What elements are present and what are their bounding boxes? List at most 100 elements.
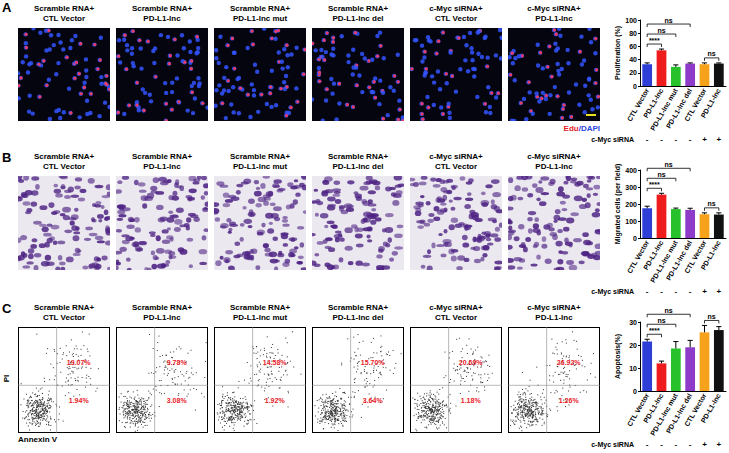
svg-text:+: + (702, 287, 707, 296)
svg-text:+: + (702, 135, 707, 144)
svg-text:CTL Vector: CTL Vector (625, 239, 651, 275)
svg-text:80: 80 (629, 30, 637, 37)
svg-text:c-Myc siRNA: c-Myc siRNA (591, 441, 634, 449)
svg-text:0: 0 (633, 235, 637, 242)
svg-text:19.07%: 19.07% (67, 359, 92, 366)
svg-text:-: - (689, 135, 692, 144)
svg-text:1.18%: 1.18% (461, 397, 482, 404)
svg-text:300: 300 (625, 184, 637, 191)
html-text:PD-L1-lnc: PD-L1-lnc (535, 14, 573, 23)
svg-text:c-Myc siRNA: c-Myc siRNA (591, 136, 634, 144)
svg-text:Migrated cells (per field): Migrated cells (per field) (614, 164, 622, 245)
html-text:Scramble RNA+: Scramble RNA+ (33, 4, 95, 13)
svg-text:+: + (702, 440, 707, 449)
svg-text:CTL Vector: CTL Vector (683, 239, 708, 275)
html-text:B: B (2, 150, 12, 165)
svg-text:ns: ns (657, 171, 665, 178)
html-text:c-Myc siRNA+: c-Myc siRNA+ (429, 4, 483, 13)
svg-text:PD-L1-lnc del: PD-L1-lnc del (664, 239, 694, 282)
html-text:Scramble RNA+: Scramble RNA+ (131, 4, 193, 13)
svg-text:PD-L1-lnc: PD-L1-lnc (699, 239, 721, 271)
svg-text:60: 60 (629, 43, 637, 50)
svg-text:****: **** (649, 37, 660, 44)
svg-text:-: - (660, 287, 663, 296)
svg-text:PD-L1-lnc mut: PD-L1-lnc mut (649, 392, 679, 437)
svg-text:26.92%: 26.92% (557, 359, 582, 366)
svg-text:PD-L1-lnc del: PD-L1-lnc del (664, 392, 694, 435)
html-text:c-Myc siRNA+: c-Myc siRNA+ (527, 4, 581, 13)
svg-text:ns: ns (665, 17, 673, 24)
svg-text:PD-L1-lnc mut: PD-L1-lnc mut (649, 239, 679, 284)
svg-text:****: **** (649, 181, 660, 188)
svg-text:CTL Vector: CTL Vector (625, 87, 651, 123)
html-text:Scramble RNA+: Scramble RNA+ (33, 152, 95, 161)
html-text:PD-L1-lnc mut: PD-L1-lnc mut (232, 14, 288, 23)
svg-text:PD-L1-lnc del: PD-L1-lnc del (664, 87, 694, 130)
svg-text:20: 20 (629, 69, 637, 76)
svg-text:Proliferation (%): Proliferation (%) (614, 26, 622, 80)
svg-text:10: 10 (629, 365, 637, 372)
svg-text:-: - (646, 440, 649, 449)
svg-text:30: 30 (629, 319, 637, 326)
svg-text:ns: ns (708, 200, 716, 207)
svg-text:ns: ns (657, 317, 665, 324)
svg-text:c-Myc siRNA: c-Myc siRNA (591, 288, 634, 296)
svg-text:3.64%: 3.64% (363, 397, 384, 404)
svg-text:PD-L1-lnc: PD-L1-lnc (699, 87, 721, 119)
svg-text:-: - (660, 440, 663, 449)
html-text:CTL Vector: CTL Vector (43, 14, 85, 23)
html-text:CTL Vector: CTL Vector (435, 14, 477, 23)
html-text:PD-L1-lnc: PD-L1-lnc (143, 14, 181, 23)
svg-text:3.08%: 3.08% (167, 397, 188, 404)
html-text:Scramble RNA+: Scramble RNA+ (131, 152, 193, 161)
svg-text:-: - (674, 440, 677, 449)
svg-text:CTL Vector: CTL Vector (683, 392, 708, 428)
svg-text:-: - (646, 135, 649, 144)
html-text:A: A (2, 0, 12, 15)
svg-text:****: **** (649, 327, 660, 334)
svg-text:+: + (716, 287, 721, 296)
svg-text:CTL Vector: CTL Vector (683, 87, 708, 123)
svg-text:1.26%: 1.26% (559, 397, 580, 404)
svg-text:CTL Vector: CTL Vector (625, 392, 651, 428)
html-text:Edu /DAPI: Edu /DAPI (563, 124, 600, 133)
svg-text:-: - (689, 440, 692, 449)
svg-text:ns: ns (665, 307, 673, 314)
html-text:C: C (2, 301, 12, 316)
svg-text:-: - (674, 135, 677, 144)
svg-text:1.94%: 1.94% (69, 397, 90, 404)
svg-text:PD-L1-lnc: PD-L1-lnc (699, 392, 721, 424)
svg-text:-: - (674, 287, 677, 296)
svg-text:ns: ns (708, 313, 716, 320)
html-text:Scramble RNA+: Scramble RNA+ (327, 4, 389, 13)
svg-text:PD-L1-lnc: PD-L1-lnc (642, 87, 665, 119)
html-text:PD-L1-lnc del: PD-L1-lnc del (332, 14, 384, 23)
svg-text:PD-L1-lnc mut: PD-L1-lnc mut (649, 87, 679, 132)
svg-text:400: 400 (625, 167, 637, 174)
svg-text:15.70%: 15.70% (361, 359, 386, 366)
svg-text:ns: ns (657, 27, 665, 34)
svg-text:20.69%: 20.69% (459, 359, 484, 366)
svg-text:1.92%: 1.92% (265, 397, 286, 404)
svg-text:ns: ns (708, 50, 716, 57)
svg-text:-: - (646, 287, 649, 296)
html-text:CTL Vector: CTL Vector (43, 162, 85, 171)
svg-text:40: 40 (629, 56, 637, 63)
svg-text:14.58%: 14.58% (263, 359, 288, 366)
svg-text:PD-L1-lnc: PD-L1-lnc (642, 239, 665, 271)
svg-text:0: 0 (633, 83, 637, 90)
svg-text:Apoptosis(%): Apoptosis(%) (614, 334, 622, 379)
svg-text:100: 100 (625, 218, 637, 225)
svg-text:+: + (716, 440, 721, 449)
svg-text:ns: ns (665, 161, 673, 168)
svg-text:PD-L1-lnc: PD-L1-lnc (642, 392, 665, 424)
svg-text:-: - (689, 287, 692, 296)
svg-text:+: + (716, 135, 721, 144)
svg-text:100: 100 (625, 17, 637, 24)
html-text:Scramble RNA+: Scramble RNA+ (229, 4, 291, 13)
svg-text:0: 0 (633, 388, 637, 395)
svg-text:20: 20 (629, 342, 637, 349)
svg-text:200: 200 (625, 201, 637, 208)
svg-text:9.78%: 9.78% (167, 359, 188, 366)
svg-text:-: - (660, 135, 663, 144)
